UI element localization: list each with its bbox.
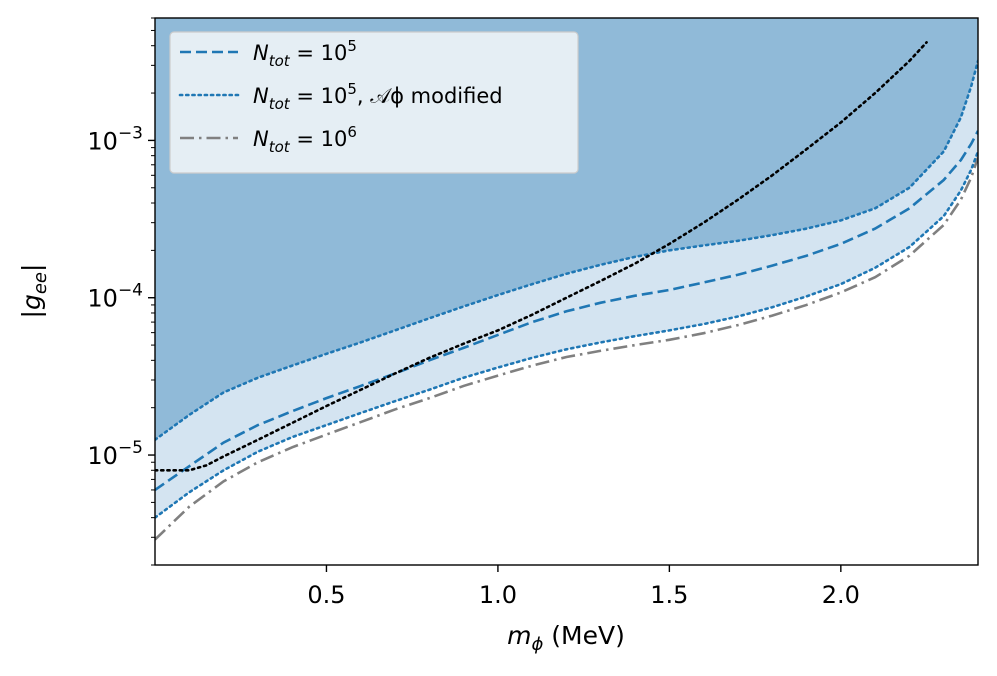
axes-frame — [154, 17, 979, 566]
legend-label-1: Ntot = 105, 𝒜ϕ modified — [253, 80, 503, 113]
plot-frame — [154, 17, 979, 566]
legend-label-0: Ntot = 105 — [253, 37, 357, 70]
legend: Ntot = 105 Ntot = 105, 𝒜ϕ modified Ntot = … — [169, 31, 579, 174]
y-tick-label: 10−3 — [87, 123, 143, 155]
series-line-2 — [155, 150, 978, 519]
y-tick-label: 10−4 — [87, 281, 143, 313]
legend-box — [169, 31, 579, 174]
series-line-0 — [155, 130, 978, 492]
y-tick-label: 10−5 — [87, 438, 143, 470]
series-line-1 — [155, 59, 978, 442]
y-axis: 10−5 10−4 10−3 — [87, 17, 155, 566]
x-axis-label: mϕ (MeV) — [507, 621, 625, 655]
y-axis-label: |gee| — [17, 264, 51, 319]
x-tick-label: 0.5 — [307, 581, 345, 609]
sensitivity-band-fill — [155, 60, 978, 518]
series-line-3 — [155, 156, 978, 541]
series-line-4 — [155, 41, 928, 472]
x-axis: 0.5 1.0 1.5 2.0 — [307, 565, 860, 609]
x-tick-label: 1.0 — [479, 581, 517, 609]
legend-label-2: Ntot = 106 — [253, 123, 357, 156]
x-tick-label: 2.0 — [822, 581, 860, 609]
x-tick-label: 1.5 — [650, 581, 688, 609]
